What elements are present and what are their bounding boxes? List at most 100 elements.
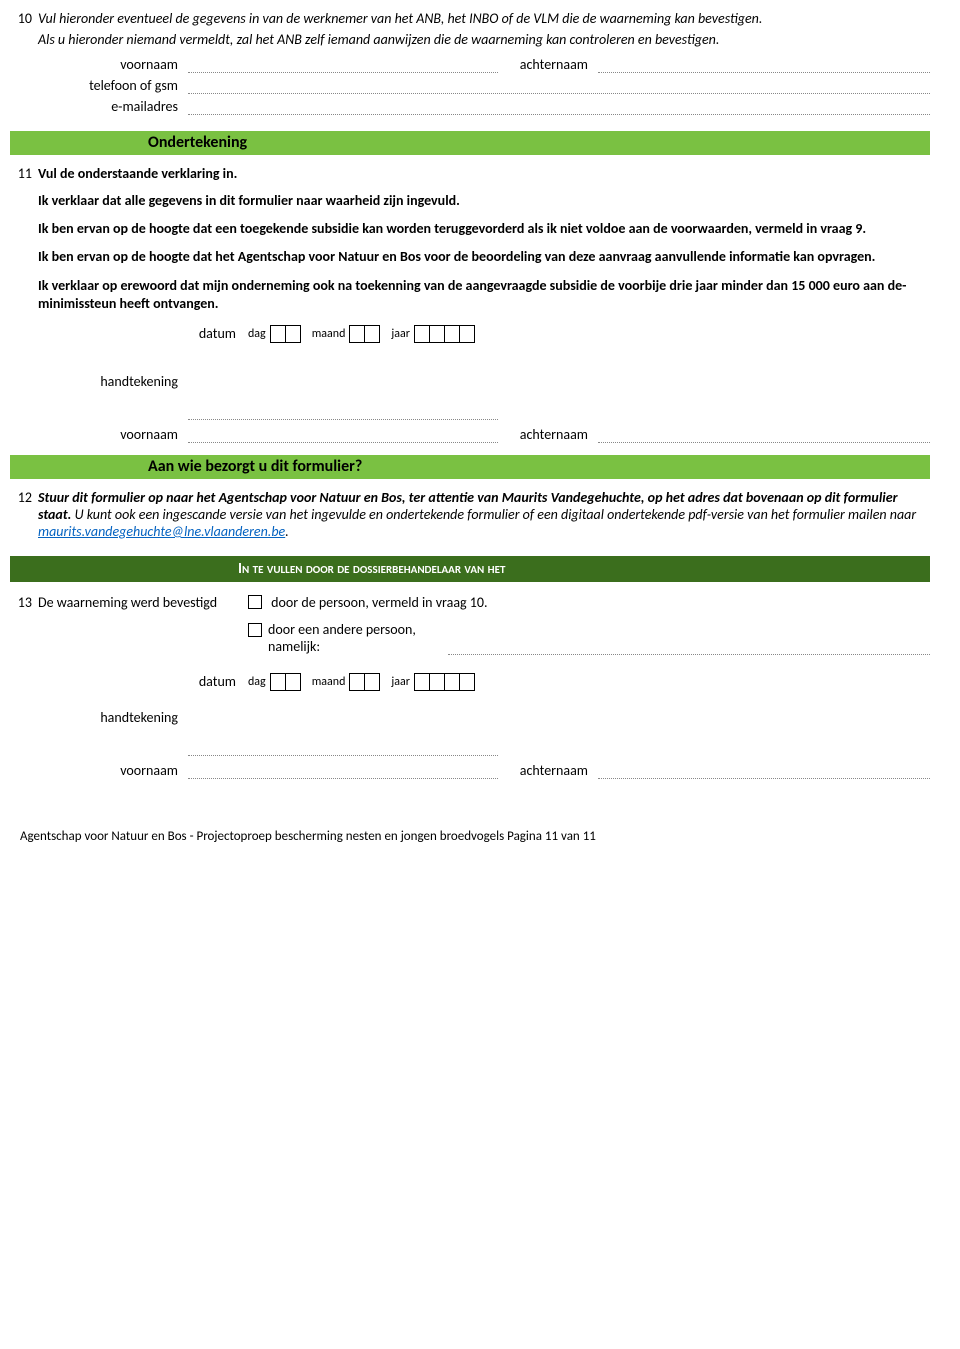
q13-handtek-field[interactable]: [188, 740, 498, 756]
q11-date-row: datum dag maand jaar: [188, 325, 930, 343]
q11-name-row: voornaam achternaam: [38, 426, 930, 443]
q12-content: Stuur dit formulier op naar het Agentsch…: [38, 489, 930, 540]
q13-row: 13 De waarneming werd bevestigd door de …: [10, 594, 930, 655]
q13-options: door de persoon, vermeld in vraag 10. do…: [248, 594, 930, 655]
q10-email-label: e-mailadres: [38, 98, 188, 115]
q13-maand-part: maand: [312, 673, 380, 691]
section-aanwie-title: Aan wie bezorgt u dit formulier?: [38, 455, 930, 479]
q13-achternaam-label: achternaam: [498, 762, 598, 779]
q13-jaar-box1[interactable]: [414, 673, 430, 691]
section-ondertekening: Ondertekening: [10, 131, 930, 155]
q10-tel-field[interactable]: [188, 78, 930, 94]
q10-voornaam-label: voornaam: [38, 56, 188, 73]
q12-p1d: .: [285, 523, 289, 540]
q11-sig-line-row: [38, 404, 930, 420]
q13-voornaam-field[interactable]: [188, 763, 498, 779]
q12-p1c: U kunt ook een ingescande versie van het…: [71, 506, 916, 523]
q10-email-field[interactable]: [188, 99, 930, 115]
q12-email-link[interactable]: maurits.vandegehuchte@lne.vlaanderen.be: [38, 523, 285, 540]
q11-jaar-box2[interactable]: [429, 325, 445, 343]
q11-jaar-box1[interactable]: [414, 325, 430, 343]
q11-jaar-box3[interactable]: [444, 325, 460, 343]
q13-name-row: voornaam achternaam: [38, 762, 930, 779]
q10-achternaam-label: achternaam: [498, 56, 598, 73]
q11-achternaam-field[interactable]: [598, 427, 930, 443]
section-pad: [10, 131, 38, 155]
q11-datum-label: datum: [188, 325, 248, 342]
q13-dag-box2[interactable]: [285, 673, 301, 691]
q13-number: 13: [10, 594, 38, 611]
q11-jaar-part: jaar: [391, 325, 474, 343]
q11-p1: Ik verklaar dat alle gegevens in dit for…: [38, 192, 930, 210]
q13-maand-label: maand: [312, 675, 346, 689]
q13-handtek-row: handtekening: [38, 709, 930, 726]
q11-text: Vul de onderstaande verklaring in.: [38, 165, 930, 182]
q13-sig-line-row: [38, 740, 930, 756]
q11-dag-box2[interactable]: [285, 325, 301, 343]
q13-opt2-checkbox[interactable]: [248, 623, 262, 637]
q11-number: 11: [10, 165, 38, 182]
q10-number: 10: [10, 10, 38, 27]
q13-maand-box1[interactable]: [349, 673, 365, 691]
q11-handtek-field[interactable]: [188, 404, 498, 420]
section-dark-pad: [10, 556, 38, 582]
q11-handtek-label: handtekening: [38, 373, 188, 390]
q13-date-row: datum dag maand jaar: [188, 673, 930, 691]
q13-achternaam-field[interactable]: [598, 763, 930, 779]
q11-achternaam-label: achternaam: [498, 426, 598, 443]
section-pad2: [10, 455, 38, 479]
q13-opt1-row: door de persoon, vermeld in vraag 10.: [248, 594, 930, 611]
q13-jaar-box4[interactable]: [459, 673, 475, 691]
q11-handtek-row: handtekening: [38, 373, 930, 390]
q10-email-row: e-mailadres: [38, 98, 930, 115]
q11-maand-box2[interactable]: [364, 325, 380, 343]
q11-voornaam-label: voornaam: [38, 426, 188, 443]
q13-text: De waarneming werd bevestigd: [38, 594, 248, 655]
q10-tel-label: telefoon of gsm: [38, 77, 188, 94]
q11-maand-label: maand: [312, 327, 346, 341]
q11-maand-part: maand: [312, 325, 380, 343]
q10-sub: Als u hieronder niemand vermeldt, zal he…: [38, 31, 930, 48]
q13-opt1-checkbox[interactable]: [248, 595, 262, 609]
q11-p3: Ik ben ervan op de hoogte dat het Agents…: [38, 248, 930, 266]
q13-datum-label: datum: [188, 673, 248, 690]
q11-voornaam-field[interactable]: [188, 427, 498, 443]
q10-text: Vul hieronder eventueel de gegevens in v…: [38, 10, 762, 27]
q13-jaar-box3[interactable]: [444, 673, 460, 691]
q13-dag-label: dag: [248, 675, 266, 689]
q11-content: Vul de onderstaande verklaring in. Ik ve…: [38, 165, 930, 355]
q11-dag-part: dag: [248, 325, 300, 343]
q13-content: De waarneming werd bevestigd door de per…: [38, 594, 930, 655]
q12-row: 12 Stuur dit formulier op naar het Agent…: [10, 489, 930, 540]
q11-jaar-box4[interactable]: [459, 325, 475, 343]
section-dark-title: In te vullen door de dossierbehandelaar …: [38, 556, 930, 582]
q11-jaar-label: jaar: [391, 327, 410, 341]
q10-achternaam-field[interactable]: [598, 57, 930, 73]
section-aanwie: Aan wie bezorgt u dit formulier?: [10, 455, 930, 479]
q10-tel-row: telefoon of gsm: [38, 77, 930, 94]
footer: Agentschap voor Natuur en Bos - Projecto…: [10, 829, 930, 844]
section-dark: In te vullen door de dossierbehandelaar …: [10, 556, 930, 582]
page: 10 Vul hieronder eventueel de gegevens i…: [0, 0, 960, 854]
q10-voornaam-field[interactable]: [188, 57, 498, 73]
q10-name-row: voornaam achternaam: [38, 56, 930, 73]
q13-opt2: door een andere persoon, namelijk:: [268, 621, 448, 655]
q11-p2: Ik ben ervan op de hoogte dat een toegek…: [38, 220, 930, 238]
q11-maand-box1[interactable]: [349, 325, 365, 343]
section-ondertekening-title: Ondertekening: [38, 131, 930, 155]
q10-content: Vul hieronder eventueel de gegevens in v…: [38, 10, 930, 119]
q13-opt1: door de persoon, vermeld in vraag 10.: [271, 594, 487, 611]
q13-handtek-label: handtekening: [38, 709, 188, 726]
q10-row: 10 Vul hieronder eventueel de gegevens i…: [10, 10, 930, 119]
q13-opt2-field[interactable]: [448, 639, 930, 655]
q13-voornaam-label: voornaam: [38, 762, 188, 779]
q13-maand-box2[interactable]: [364, 673, 380, 691]
q13-dag-part: dag: [248, 673, 300, 691]
q13-jaar-box2[interactable]: [429, 673, 445, 691]
q11-row: 11 Vul de onderstaande verklaring in. Ik…: [10, 165, 930, 355]
q11-sig-block: handtekening voornaam achternaam: [38, 373, 930, 443]
q11-p4: Ik verklaar op erewoord dat mijn onderne…: [38, 277, 930, 313]
q13-dag-box1[interactable]: [270, 673, 286, 691]
q12-number: 12: [10, 489, 38, 506]
q11-dag-box1[interactable]: [270, 325, 286, 343]
